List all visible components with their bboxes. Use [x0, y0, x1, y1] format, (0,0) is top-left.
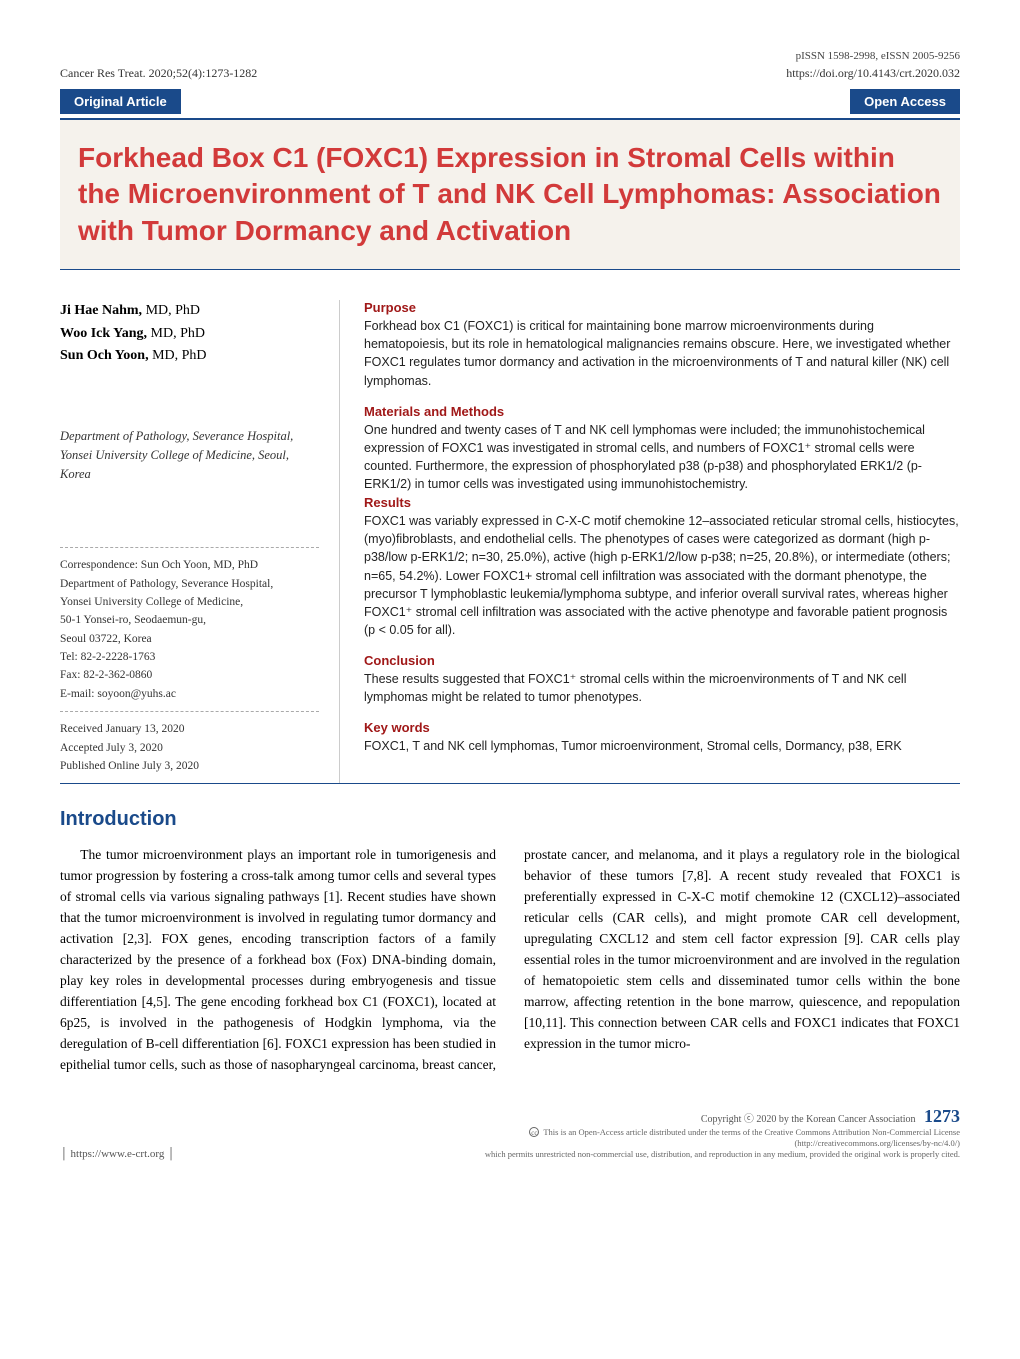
conclusion-heading: Conclusion: [364, 653, 960, 668]
article-title: Forkhead Box C1 (FOXC1) Expression in St…: [78, 140, 942, 249]
received-date: Received January 13, 2020: [60, 720, 319, 738]
title-box: Forkhead Box C1 (FOXC1) Expression in St…: [60, 118, 960, 270]
abstract-column: Purpose Forkhead box C1 (FOXC1) is criti…: [340, 300, 960, 783]
correspondence-line: Tel: 82-2-2228-1763: [60, 648, 319, 666]
methods-text: One hundred and twenty cases of T and NK…: [364, 421, 960, 494]
author-name: Woo Ick Yang,: [60, 326, 147, 341]
article-type-badge: Original Article: [60, 89, 181, 114]
correspondence-line: Yonsei University College of Medicine,: [60, 593, 319, 611]
correspondence-line: Seoul 03722, Korea: [60, 630, 319, 648]
affiliation: Department of Pathology, Severance Hospi…: [60, 427, 319, 483]
accepted-date: Accepted July 3, 2020: [60, 739, 319, 757]
author-name: Ji Hae Nahm,: [60, 303, 142, 318]
footer-site: │ https://www.e-crt.org │: [60, 1148, 175, 1160]
results-text: FOXC1 was variably expressed in C-X-C mo…: [364, 512, 960, 639]
methods-heading: Materials and Methods: [364, 404, 960, 419]
page-number: 1273: [924, 1106, 960, 1126]
open-access-badge: Open Access: [850, 89, 960, 114]
author-list: Ji Hae Nahm, MD, PhD Woo Ick Yang, MD, P…: [60, 300, 319, 367]
footer-copyright: Copyright ⓒ 2020 by the Korean Cancer As…: [701, 1114, 916, 1125]
correspondence-line: Fax: 82-2-362-0860: [60, 666, 319, 684]
correspondence-block: Correspondence: Sun Och Yoon, MD, PhD De…: [60, 547, 319, 712]
introduction-paragraph: The tumor microenvironment plays an impo…: [60, 845, 960, 1075]
published-date: Published Online July 3, 2020: [60, 757, 319, 775]
introduction-body: The tumor microenvironment plays an impo…: [60, 845, 960, 1075]
results-heading: Results: [364, 495, 960, 510]
author-degree: MD, PhD: [152, 348, 206, 363]
author-name: Sun Och Yoon,: [60, 348, 149, 363]
metadata-column: Ji Hae Nahm, MD, PhD Woo Ick Yang, MD, P…: [60, 300, 340, 783]
issn-text: pISSN 1598-2998, eISSN 2005-9256: [796, 50, 960, 62]
license-text-2: which permits unrestricted non-commercia…: [485, 1149, 960, 1159]
introduction-heading: Introduction: [60, 808, 960, 831]
correspondence-line: 50-1 Yonsei-ro, Seodaemun-gu,: [60, 611, 319, 629]
conclusion-text: These results suggested that FOXC1⁺ stro…: [364, 670, 960, 706]
dates-block: Received January 13, 2020 Accepted July …: [60, 720, 319, 783]
correspondence-line: Correspondence: Sun Och Yoon, MD, PhD: [60, 556, 319, 574]
purpose-heading: Purpose: [364, 300, 960, 315]
cc-icon: cc: [529, 1127, 539, 1137]
page-footer: │ https://www.e-crt.org │ Copyright ⓒ 20…: [60, 1106, 960, 1160]
keywords-heading: Key words: [364, 720, 960, 735]
license-text-1: This is an Open-Access article distribut…: [543, 1127, 960, 1148]
journal-citation: Cancer Res Treat. 2020;52(4):1273-1282: [60, 66, 257, 81]
correspondence-line: E-mail: soyoon@yuhs.ac: [60, 685, 319, 703]
author-degree: MD, PhD: [146, 303, 200, 318]
correspondence-line: Department of Pathology, Severance Hospi…: [60, 575, 319, 593]
purpose-text: Forkhead box C1 (FOXC1) is critical for …: [364, 317, 960, 390]
author-degree: MD, PhD: [151, 326, 205, 341]
doi-link[interactable]: https://doi.org/10.4143/crt.2020.032: [786, 66, 960, 81]
keywords-text: FOXC1, T and NK cell lymphomas, Tumor mi…: [364, 737, 960, 755]
